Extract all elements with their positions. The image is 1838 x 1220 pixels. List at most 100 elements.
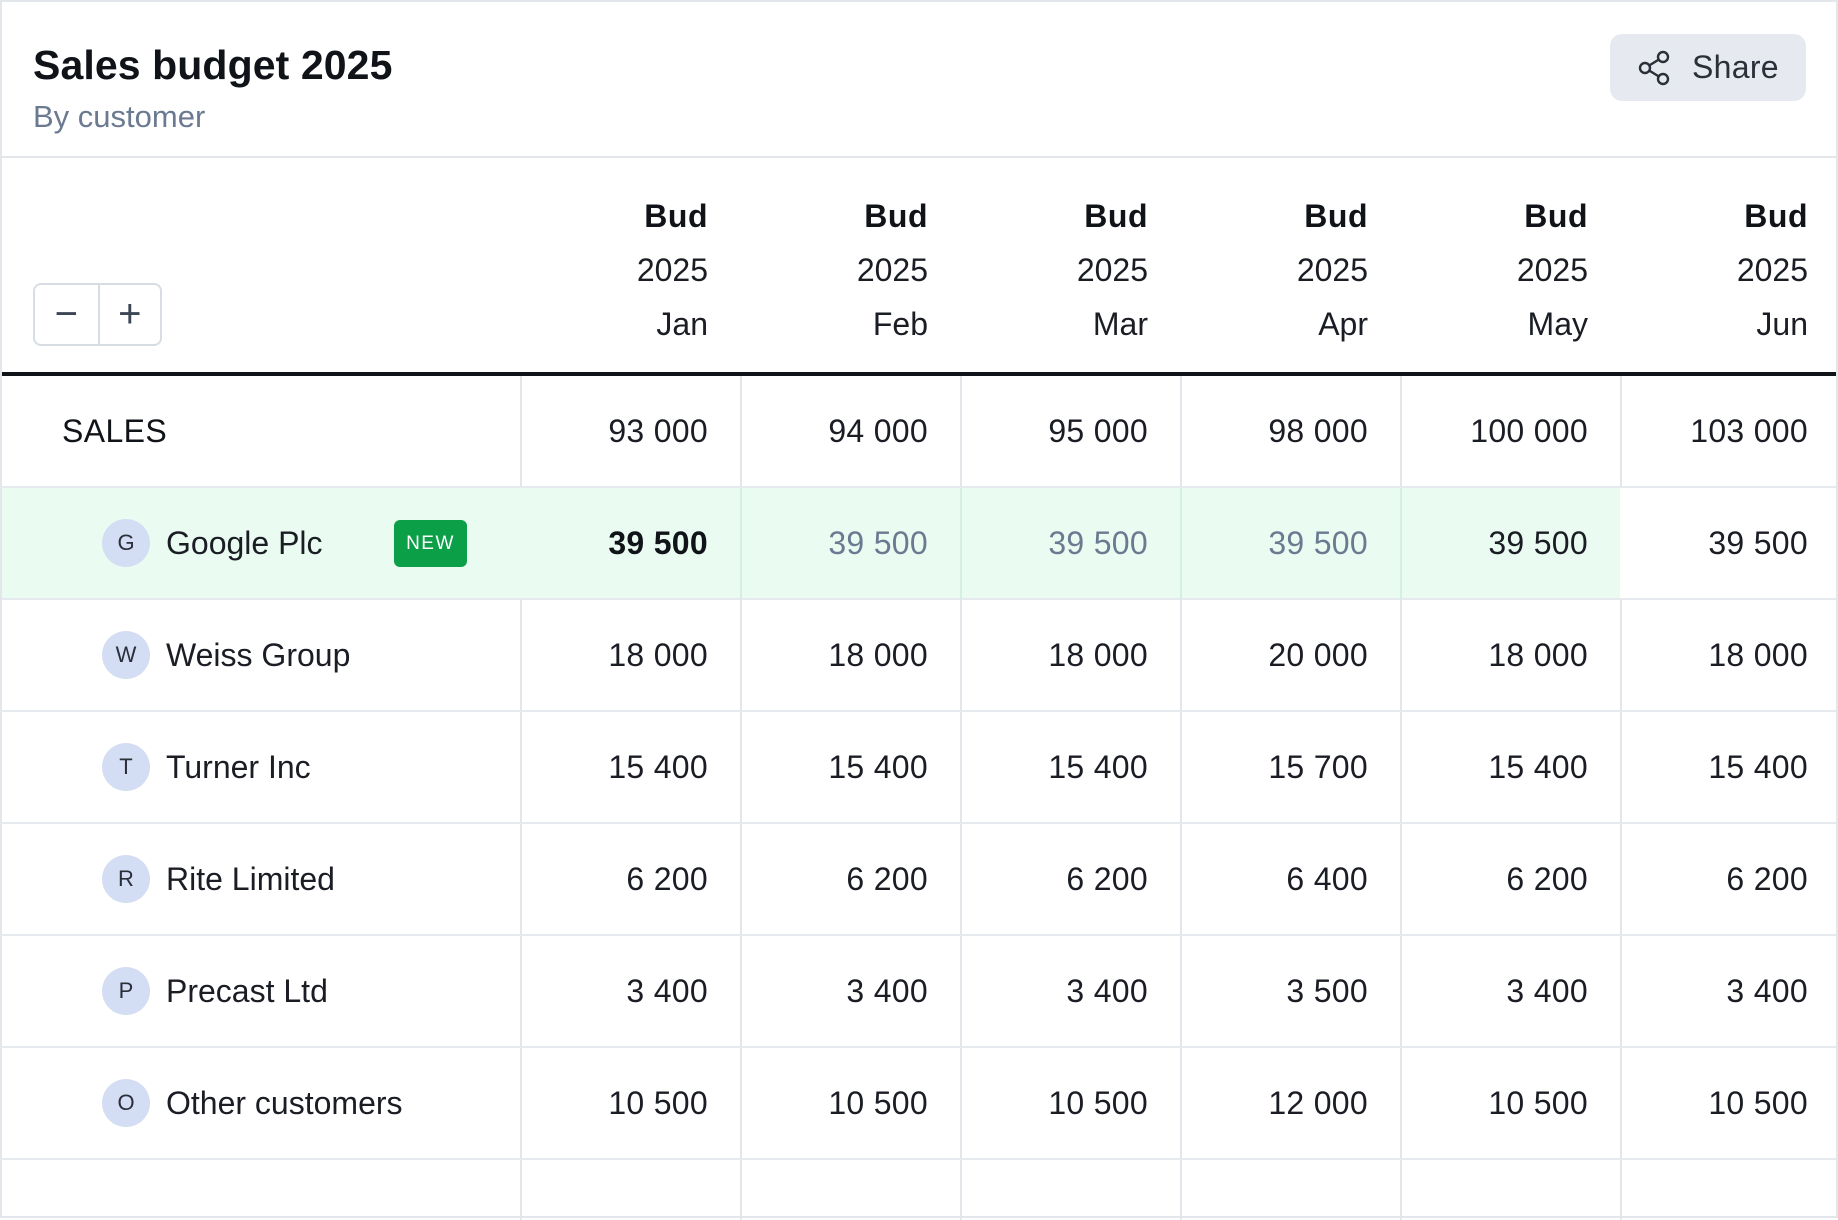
column-header-apr[interactable]: Bud 2025 Apr [1180,158,1400,372]
budget-cell[interactable]: 39 500 [1048,524,1148,561]
customer-label-cell: W Weiss Group [2,600,520,710]
budget-cell[interactable]: 103 000 [1690,412,1808,449]
column-divider [1620,376,1622,1220]
budget-cell[interactable]: 18 000 [1488,636,1588,673]
customer-label-cell: G Google Plc [2,488,520,598]
table-row[interactable]: T Turner Inc 15 400 15 400 15 400 15 700 15 40… [2,712,1836,824]
share-button[interactable]: Share [1610,34,1806,101]
section-label: SALES [62,412,168,449]
avatar: O [102,1079,150,1127]
highlight-divider [740,488,742,600]
budget-cell[interactable]: 98 000 [1268,412,1368,449]
column-header-month: Feb [872,306,928,342]
avatar: G [102,519,150,567]
page-subtitle: By customer [33,99,206,134]
table-row[interactable]: W Weiss Group 18 000 18 000 18 000 20 000 18 0… [2,600,1836,712]
budget-cell[interactable]: 12 000 [1268,1084,1368,1121]
section-row-sales: SALES 93 000 94 000 95 000 98 000 100 000 103 … [2,376,1836,488]
budget-cell[interactable]: 6 400 [1286,860,1368,897]
budget-table-body: SALES 93 000 94 000 95 000 98 000 100 000 103 … [2,376,1836,1160]
budget-cell[interactable]: 100 000 [1470,412,1588,449]
budget-cell[interactable]: 6 200 [1726,860,1808,897]
budget-cell[interactable]: 39 500 [608,524,708,561]
customer-name[interactable]: Precast Ltd [166,972,328,1009]
budget-cell[interactable]: 6 200 [846,860,928,897]
column-header-type: Bud [1524,198,1588,234]
budget-cell[interactable]: 10 500 [1488,1084,1588,1121]
new-badge: NEW [394,520,467,567]
column-header-jun[interactable]: Bud 2025 Jun [1620,158,1838,372]
avatar: P [102,967,150,1015]
highlight-divider [1180,488,1182,600]
budget-cell[interactable]: 18 000 [828,636,928,673]
budget-cell[interactable]: 15 400 [1048,748,1148,785]
column-divider [740,376,742,1220]
column-divider [1180,376,1182,1220]
budget-cell[interactable]: 95 000 [1048,412,1148,449]
budget-cell[interactable]: 3 500 [1286,972,1368,1009]
budget-cell[interactable]: 3 400 [1506,972,1588,1009]
budget-cell[interactable]: 10 500 [1708,1084,1808,1121]
budget-cell[interactable]: 15 400 [608,748,708,785]
budget-cell[interactable]: 39 500 [1708,524,1808,561]
budget-cell[interactable]: 15 400 [828,748,928,785]
column-header-year: 2025 [636,252,708,288]
customer-name[interactable]: Rite Limited [166,860,335,897]
budget-cell[interactable]: 10 500 [608,1084,708,1121]
budget-cell[interactable]: 18 000 [1048,636,1148,673]
column-divider [1400,376,1402,1220]
table-row[interactable]: O Other customers 10 500 10 500 10 500 12 000… [2,1048,1836,1160]
customer-name[interactable]: Turner Inc [166,748,311,785]
expand-button[interactable]: + [97,285,161,344]
column-header-month: Apr [1318,306,1368,342]
budget-cell[interactable]: 6 200 [1066,860,1148,897]
column-header-jan[interactable]: Bud 2025 Jan [520,158,740,372]
budget-cell[interactable]: 39 500 [1268,524,1368,561]
column-header-type: Bud [1084,198,1148,234]
collapse-button[interactable]: − [54,292,78,336]
section-label-cell: SALES [2,376,520,486]
customer-label-cell: T Turner Inc [2,712,520,822]
page-title: Sales budget 2025 [33,42,393,88]
column-header-year: 2025 [1076,252,1148,288]
customer-label-cell: R Rite Limited [2,824,520,934]
column-header-feb[interactable]: Bud 2025 Feb [740,158,960,372]
column-header-type: Bud [1744,198,1808,234]
column-header-may[interactable]: Bud 2025 May [1400,158,1620,372]
budget-cell[interactable]: 10 500 [1048,1084,1148,1121]
budget-cell[interactable]: 15 700 [1268,748,1368,785]
customer-label-cell: P Precast Ltd [2,936,520,1046]
budget-cell[interactable]: 3 400 [626,972,708,1009]
budget-cell[interactable]: 18 000 [1708,636,1808,673]
avatar: W [102,631,150,679]
table-row[interactable]: P Precast Ltd 3 400 3 400 3 400 3 500 3 400 3 4… [2,936,1836,1048]
customer-label-cell: O Other customers [2,1048,520,1158]
column-header-type: Bud [1304,198,1368,234]
budget-cell[interactable]: 10 500 [828,1084,928,1121]
column-divider [520,376,522,1220]
table-row[interactable]: G Google Plc NEW 39 500 39 500 39 500 39 500 39… [2,488,1836,600]
budget-cell[interactable]: 3 400 [1726,972,1808,1009]
highlight-divider [960,488,962,600]
budget-cell[interactable]: 15 400 [1708,748,1808,785]
budget-cell[interactable]: 15 400 [1488,748,1588,785]
customer-name[interactable]: Other customers [166,1084,403,1121]
budget-cell[interactable]: 6 200 [626,860,708,897]
budget-cell[interactable]: 39 500 [828,524,928,561]
budget-cell[interactable]: 3 400 [846,972,928,1009]
budget-cell[interactable]: 94 000 [828,412,928,449]
budget-cell[interactable]: 3 400 [1066,972,1148,1009]
customer-name[interactable]: Google Plc [166,524,323,561]
budget-cell[interactable]: 93 000 [608,412,708,449]
highlight-divider [1400,488,1402,600]
column-header-mar[interactable]: Bud 2025 Mar [960,158,1180,372]
column-header-year: 2025 [856,252,928,288]
budget-cell[interactable]: 39 500 [1488,524,1588,561]
table-row[interactable]: R Rite Limited 6 200 6 200 6 200 6 400 6 200 6 … [2,824,1836,936]
budget-cell[interactable]: 18 000 [608,636,708,673]
budget-cell[interactable]: 6 200 [1506,860,1588,897]
budget-cell[interactable]: 20 000 [1268,636,1368,673]
customer-name[interactable]: Weiss Group [166,636,351,673]
column-header-type: Bud [644,198,708,234]
column-header-year: 2025 [1736,252,1808,288]
